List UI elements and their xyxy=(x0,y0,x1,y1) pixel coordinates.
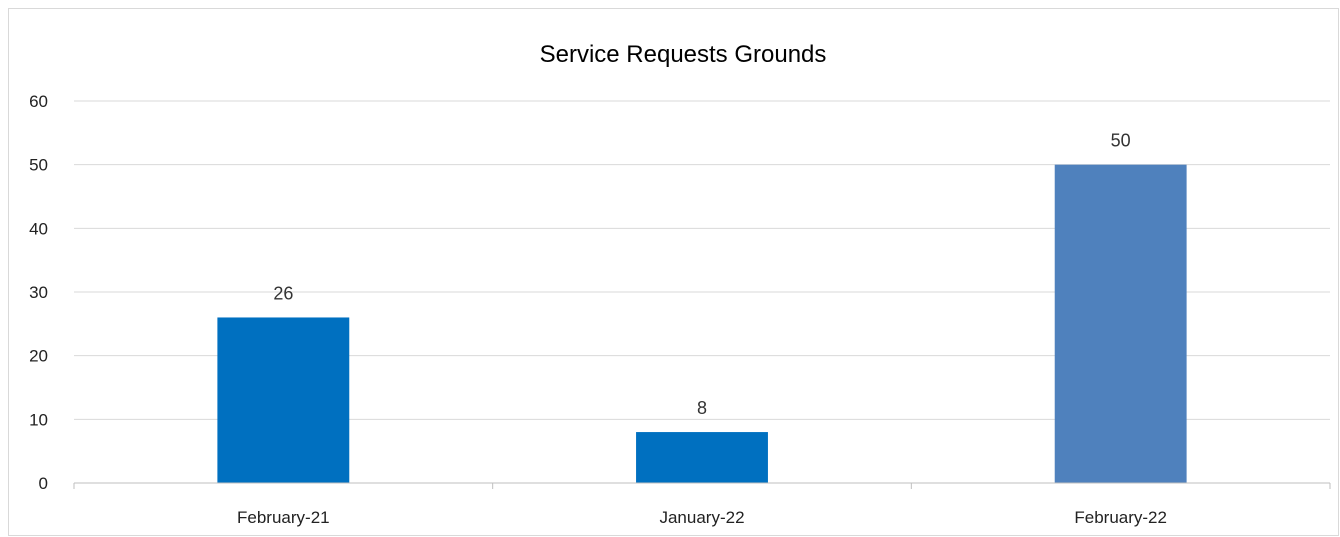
data-label: 8 xyxy=(697,398,707,418)
y-tick-label: 60 xyxy=(29,92,48,111)
x-tick-label: February-22 xyxy=(1074,508,1167,527)
data-label: 50 xyxy=(1111,131,1131,151)
x-axis: February-21 January-22 February-22 xyxy=(73,482,1331,527)
x-tick-label: January-22 xyxy=(659,508,744,527)
bar xyxy=(636,432,768,483)
y-tick-label: 40 xyxy=(29,219,48,238)
data-label: 26 xyxy=(273,283,293,303)
bar xyxy=(1054,164,1187,483)
y-tick-label: 30 xyxy=(29,283,48,302)
chart-title: Service Requests Grounds xyxy=(540,41,827,68)
y-tick-label: 50 xyxy=(29,156,48,175)
bar xyxy=(217,317,350,483)
x-tick-label: February-21 xyxy=(237,508,330,527)
y-tick-label: 10 xyxy=(29,410,48,429)
y-tick-label: 20 xyxy=(29,347,48,366)
y-tick-label: 0 xyxy=(39,474,48,493)
data-labels: 26 8 50 xyxy=(273,131,1130,418)
bars xyxy=(217,164,1187,483)
y-axis-ticks: 0 10 20 30 40 50 60 xyxy=(29,92,48,493)
